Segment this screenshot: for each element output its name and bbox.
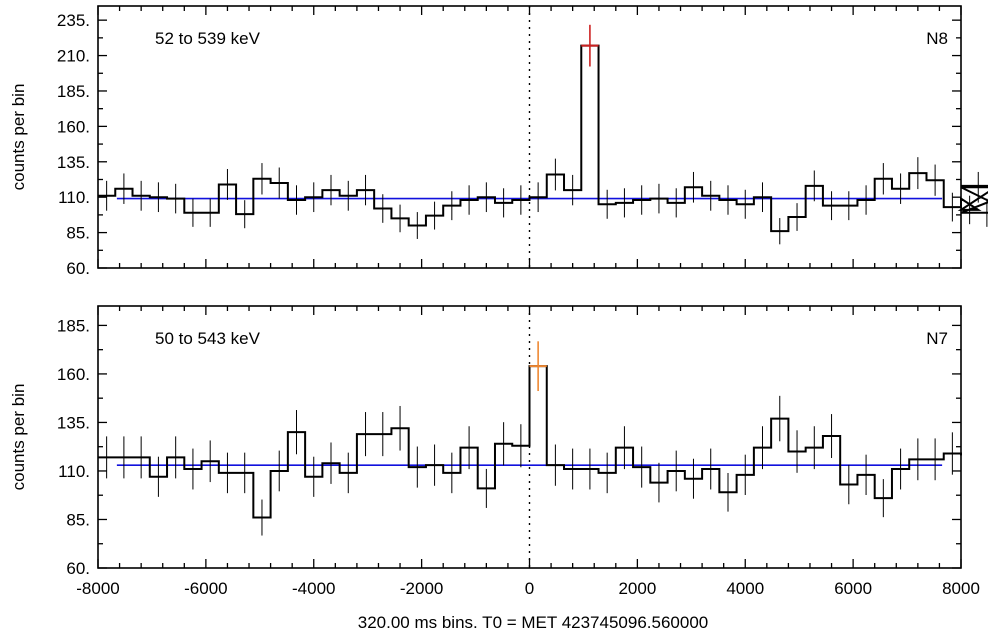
y-tick-label: 60. [66,259,90,278]
y-tick-label: 135. [57,413,90,432]
x-tick-label: -2000 [400,579,443,598]
y-axis-title: counts per bin [9,84,28,191]
x-tick-label: 6000 [834,579,872,598]
x-tick-label: -8000 [76,579,119,598]
detector-label: N7 [926,329,948,348]
panel-n8: 60. 85. 110. 135. 160. 185. 210. 235. counts per… [9,5,988,278]
x-tick-label: 2000 [618,579,656,598]
x-tick-label: 0 [525,579,534,598]
y-tick-label: 85. [66,510,90,529]
y-tick-label: 85. [66,224,90,243]
x-axis: -8000 -6000 -4000 -2000 0 2000 4000 6000 8000 [76,579,980,598]
x-tick-label: -6000 [184,579,227,598]
y-tick-label: 185. [57,82,90,101]
x-tick-label: 8000 [942,579,980,598]
y-tick-label: 235. [57,11,90,30]
y-axis-title: counts per bin [9,384,28,491]
y-tick-label: 185. [57,316,90,335]
x-tick-label: 4000 [726,579,764,598]
y-tick-label: 160. [57,117,90,136]
detector-label: N8 [926,29,948,48]
y-tick-label: 110. [58,188,90,207]
x-axis-title: 320.00 ms bins. T0 = MET 423745096.56000… [358,613,708,632]
y-tick-label: 135. [57,153,90,172]
y-tick-label: 210. [57,47,90,66]
energy-range-label: 50 to 543 keV [155,329,261,348]
panel-n7: 60. 85. 110. 135. 160. 185. counts per bin 50 t… [9,305,962,578]
y-tick-label: 160. [57,365,90,384]
y-tick-label: 60. [66,559,90,578]
histogram-line [98,44,988,233]
y-tick-label: 110. [58,462,90,481]
energy-range-label: 52 to 539 keV [155,29,261,48]
x-tick-label: -4000 [292,579,335,598]
